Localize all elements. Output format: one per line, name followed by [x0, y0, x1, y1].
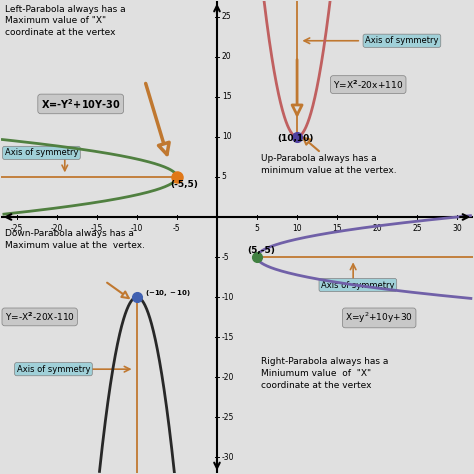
Text: -20: -20	[51, 224, 63, 233]
Text: -25: -25	[10, 224, 23, 233]
Text: 20: 20	[373, 224, 382, 233]
Text: -15: -15	[222, 333, 234, 342]
Text: Axis of symmetry: Axis of symmetry	[321, 281, 395, 290]
Text: 25: 25	[222, 12, 231, 21]
Text: Axis of symmetry: Axis of symmetry	[365, 36, 438, 45]
Text: Axis of symmetry: Axis of symmetry	[17, 365, 90, 374]
Text: Left-Parabola always has a
Maximum value of "X"
coordinate at the vertex: Left-Parabola always has a Maximum value…	[5, 5, 125, 37]
Text: 25: 25	[412, 224, 422, 233]
Text: (10,10): (10,10)	[277, 134, 313, 143]
Text: 30: 30	[452, 224, 462, 233]
Text: -5: -5	[173, 224, 181, 233]
Text: -30: -30	[222, 453, 234, 462]
Text: (-5,5): (-5,5)	[171, 180, 199, 189]
Text: -25: -25	[222, 413, 234, 422]
Text: 15: 15	[332, 224, 342, 233]
Text: -20: -20	[222, 373, 234, 382]
Text: 20: 20	[222, 52, 231, 61]
Text: Y=-X$\mathbf{^2}$-20X-110: Y=-X$\mathbf{^2}$-20X-110	[5, 311, 74, 323]
Text: Up-Parabola always has a
minimum value at the vertex.: Up-Parabola always has a minimum value a…	[261, 155, 397, 175]
Text: 10: 10	[222, 132, 231, 141]
Text: $\mathbf{(-10,-10)}$: $\mathbf{(-10,-10)}$	[145, 289, 191, 299]
Text: (5,-5): (5,-5)	[247, 246, 275, 255]
Text: Right-Parabola always has a
Miniumum value  of  "X"
coordinate at the vertex: Right-Parabola always has a Miniumum val…	[261, 357, 388, 390]
Text: Y=X$\mathbf{^2}$-20x+110: Y=X$\mathbf{^2}$-20x+110	[333, 78, 403, 91]
Text: 10: 10	[292, 224, 302, 233]
Text: 15: 15	[222, 92, 231, 101]
Text: -5: -5	[222, 253, 229, 262]
Text: -15: -15	[91, 224, 103, 233]
Text: -10: -10	[131, 224, 143, 233]
Text: X=y$^2$+10y+30: X=y$^2$+10y+30	[345, 311, 413, 325]
Text: Down-Parabola always has a
Maximum value at the  vertex.: Down-Parabola always has a Maximum value…	[5, 229, 145, 250]
Text: 5: 5	[222, 173, 227, 182]
Text: X=-Y$\mathbf{^2}$+10Y-30: X=-Y$\mathbf{^2}$+10Y-30	[41, 97, 120, 111]
Text: -10: -10	[222, 292, 234, 301]
Text: 5: 5	[255, 224, 259, 233]
Text: Axis of symmetry: Axis of symmetry	[5, 148, 78, 157]
